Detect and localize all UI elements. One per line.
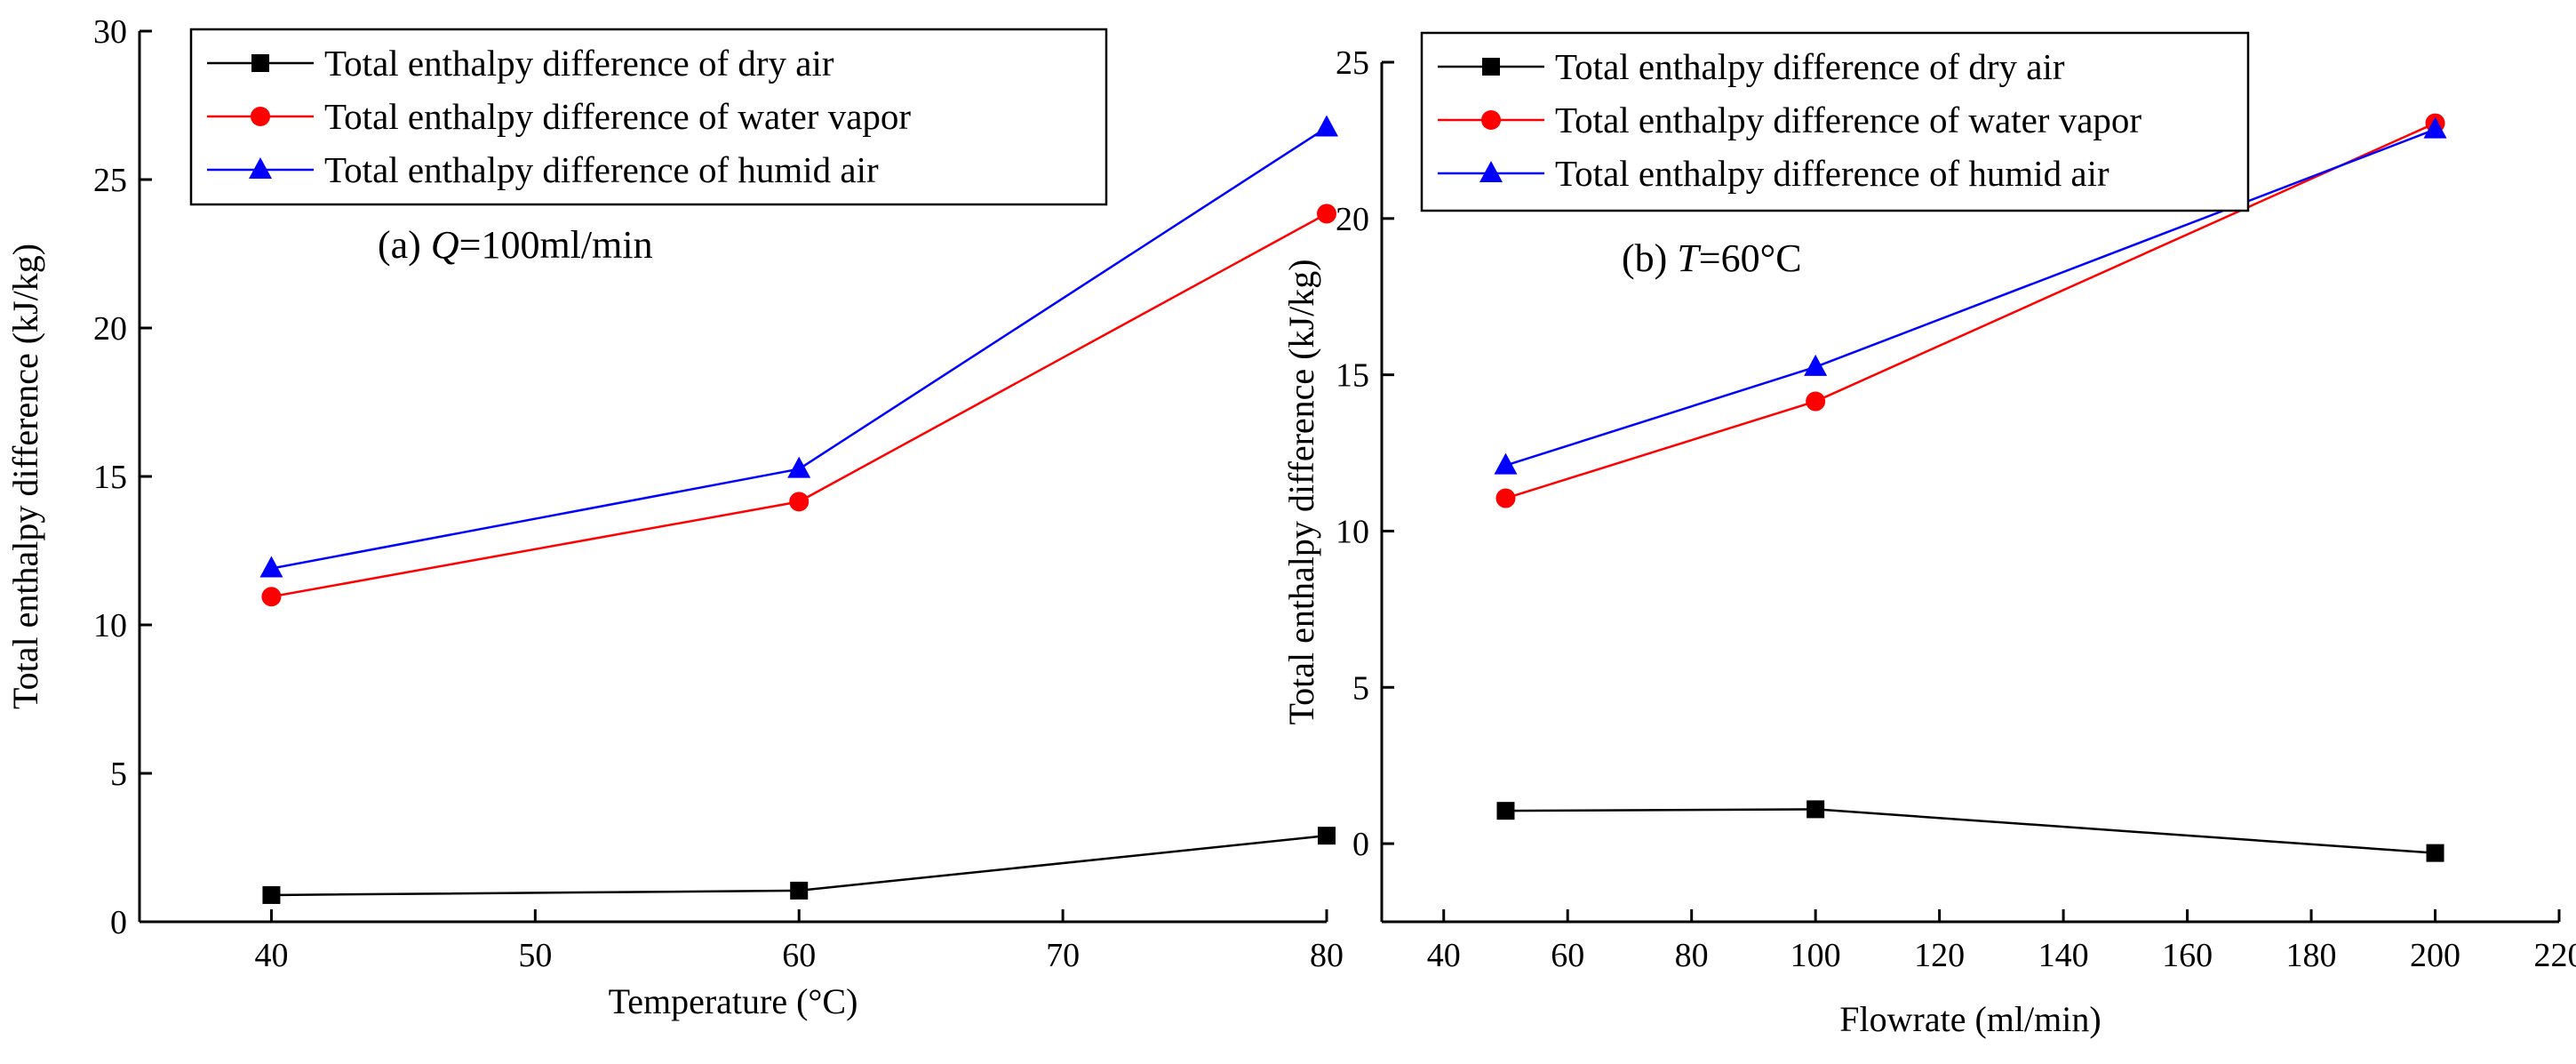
data-point-square bbox=[1806, 800, 1825, 819]
y-tick-label: 25 bbox=[93, 162, 127, 199]
data-point-triangle bbox=[259, 556, 283, 578]
y-axis-title: Total enthalpy difference (kJ/kg) bbox=[1281, 259, 1321, 724]
legend-marker-triangle bbox=[249, 157, 272, 179]
chart-panel-a: 0 5 10 15 20 25 30 40 50 60 70 80 Temperature (°C) To… bbox=[5, 13, 1344, 1021]
x-tick-label: 160 bbox=[2162, 937, 2213, 974]
y-tick-label: 0 bbox=[1352, 826, 1369, 863]
legend-marker-square bbox=[1482, 58, 1500, 76]
x-tick-label: 70 bbox=[1046, 937, 1080, 974]
data-point-circle bbox=[1495, 488, 1516, 508]
annotation-prefix: (b) bbox=[1622, 236, 1677, 280]
annotation-variable: Q bbox=[431, 223, 459, 267]
data-point-triangle bbox=[1804, 354, 1828, 376]
annotation-value: =100ml/min bbox=[459, 223, 653, 267]
y-tick-label: 0 bbox=[110, 904, 127, 941]
legend-box bbox=[189, 28, 1108, 206]
legend-label: Total enthalpy difference of humid air bbox=[324, 149, 879, 190]
data-point-circle bbox=[1806, 391, 1826, 412]
panel-annotation: (b) T=60°C bbox=[1622, 236, 1802, 280]
x-tick-label: 40 bbox=[254, 937, 288, 974]
y-tick-label: 25 bbox=[1336, 44, 1369, 82]
y-tick-label: 5 bbox=[1352, 669, 1369, 707]
y-tick-label: 30 bbox=[93, 13, 127, 51]
legend-marker-circle bbox=[1481, 110, 1501, 130]
data-point-circle bbox=[789, 492, 809, 512]
x-tick-label: 100 bbox=[1790, 937, 1841, 974]
legend: Total enthalpy difference of dry air Tota… bbox=[189, 28, 1108, 206]
data-point-circle bbox=[1317, 204, 1336, 224]
legend-marker-square bbox=[251, 54, 269, 72]
data-point-triangle bbox=[1494, 452, 1518, 475]
data-point-square bbox=[262, 885, 281, 904]
legend-label: Total enthalpy difference of dry air bbox=[324, 43, 834, 84]
y-axis-title: Total enthalpy difference (kJ/kg) bbox=[5, 244, 45, 709]
legend-label: Total enthalpy difference of water vapor bbox=[1555, 100, 2141, 140]
x-tick-label: 200 bbox=[2410, 937, 2460, 974]
x-tick-label: 60 bbox=[782, 937, 816, 974]
y-tick-label: 10 bbox=[93, 607, 127, 644]
x-tick-label: 60 bbox=[1551, 937, 1584, 974]
series-line-square bbox=[1505, 808, 2436, 854]
x-tick-label: 40 bbox=[1427, 937, 1461, 974]
legend-box bbox=[1420, 31, 2250, 212]
data-point-square bbox=[790, 881, 809, 900]
data-point-triangle bbox=[1315, 115, 1338, 137]
legend-label: Total enthalpy difference of dry air bbox=[1555, 46, 2065, 87]
x-tick-label: 140 bbox=[2038, 937, 2089, 974]
annotation-variable: T bbox=[1677, 236, 1702, 280]
legend-marker-circle bbox=[251, 107, 270, 126]
x-tick-label: 50 bbox=[518, 937, 552, 974]
y-tick-label: 5 bbox=[110, 756, 127, 793]
x-tick-label: 220 bbox=[2534, 937, 2576, 974]
x-axis-title: Temperature (°C) bbox=[609, 981, 858, 1021]
data-point-square bbox=[2426, 844, 2444, 862]
x-tick-label: 180 bbox=[2286, 937, 2337, 974]
legend: Total enthalpy difference of dry air Tota… bbox=[1420, 31, 2250, 212]
x-tick-label: 120 bbox=[1914, 937, 1965, 974]
annotation-value: =60°C bbox=[1699, 236, 1802, 280]
legend-label: Total enthalpy difference of water vapor bbox=[324, 96, 911, 137]
legend-marker-triangle bbox=[1479, 161, 1503, 182]
y-tick-label: 10 bbox=[1336, 513, 1369, 550]
data-point-square bbox=[1496, 802, 1515, 820]
x-tick-label: 80 bbox=[1675, 937, 1709, 974]
y-tick-label: 20 bbox=[1336, 201, 1369, 238]
y-tick-label: 20 bbox=[93, 310, 127, 348]
chart-panel-b: 0 5 10 15 20 25 40 60 80 100 120 140 160 180 200 220 Flo… bbox=[1281, 31, 2576, 1039]
data-point-circle bbox=[261, 587, 282, 607]
data-point-triangle bbox=[2423, 116, 2447, 139]
x-tick-label: 80 bbox=[1310, 937, 1344, 974]
data-point-triangle bbox=[787, 456, 811, 478]
data-point-square bbox=[1318, 827, 1336, 845]
legend-label: Total enthalpy difference of humid air bbox=[1555, 153, 2109, 194]
x-axis-title: Flowrate (ml/min) bbox=[1839, 999, 2101, 1039]
y-tick-label: 15 bbox=[93, 459, 127, 496]
annotation-prefix: (a) bbox=[378, 223, 431, 267]
y-tick-label: 15 bbox=[1336, 357, 1369, 395]
panel-annotation: (a) Q=100ml/min bbox=[378, 223, 653, 267]
